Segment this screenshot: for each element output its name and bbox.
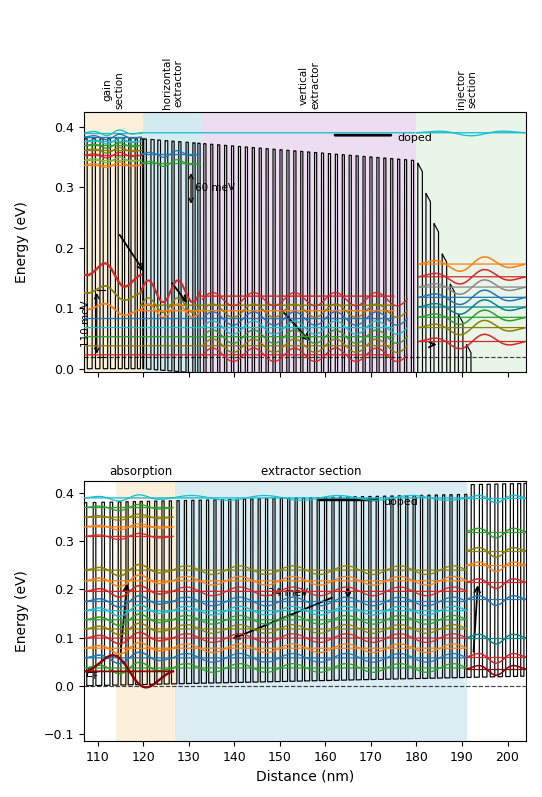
Text: doped: doped — [384, 497, 418, 507]
X-axis label: Distance (nm): Distance (nm) — [256, 769, 354, 783]
Text: 110 meV: 110 meV — [81, 300, 91, 347]
Bar — [175, 481, 467, 741]
Text: extractor section: extractor section — [261, 465, 362, 478]
Text: absorption: absorption — [109, 465, 172, 478]
Text: $E_\mathrm{F}$: $E_\mathrm{F}$ — [86, 667, 100, 682]
Bar — [84, 112, 143, 371]
Text: injector
section: injector section — [456, 69, 478, 109]
Bar — [116, 481, 175, 741]
Y-axis label: Energy (eV): Energy (eV) — [15, 201, 29, 283]
Text: vertical
extractor: vertical extractor — [299, 61, 320, 109]
Text: 34 meV: 34 meV — [268, 588, 308, 599]
Bar — [143, 112, 202, 371]
Text: horizontal
extractor: horizontal extractor — [162, 57, 184, 109]
Text: 60 meV: 60 meV — [195, 183, 235, 194]
Text: doped: doped — [397, 133, 432, 143]
Y-axis label: Energy (eV): Energy (eV) — [15, 570, 29, 652]
Bar — [202, 112, 416, 371]
Text: gain
section: gain section — [103, 71, 125, 109]
Bar — [416, 112, 526, 371]
